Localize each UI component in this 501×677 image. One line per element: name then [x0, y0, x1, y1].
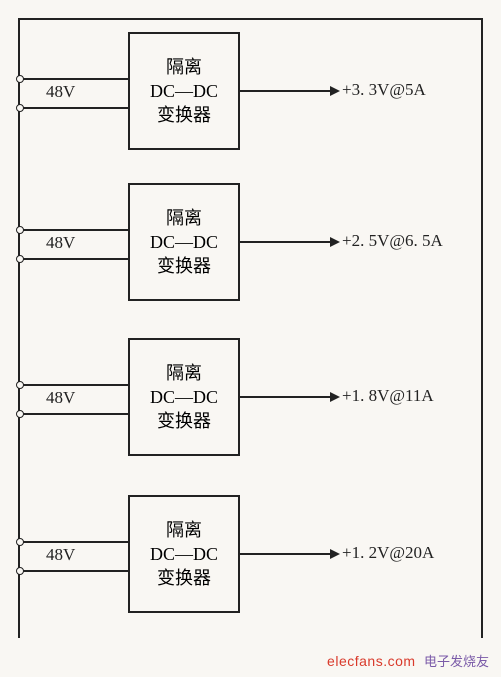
box-label-line: 隔离	[166, 518, 202, 542]
input-terminal-icon	[16, 538, 24, 546]
input-voltage-label: 48V	[46, 388, 75, 408]
box-label-line: DC—DC	[150, 230, 218, 254]
box-label-line: 变换器	[157, 103, 211, 127]
input-terminal-icon	[16, 410, 24, 418]
watermark: elecfans.com 电子发烧友	[327, 651, 489, 671]
arrow-right-icon	[330, 549, 340, 559]
output-spec-label: +1. 2V@20A	[342, 543, 434, 563]
box-label-line: DC—DC	[150, 385, 218, 409]
converter-box: 隔离DC—DC变换器	[128, 183, 240, 301]
input-voltage-label: 48V	[46, 82, 75, 102]
input-wire	[22, 258, 128, 260]
input-terminal-icon	[16, 226, 24, 234]
watermark-cn: 电子发烧友	[424, 654, 489, 669]
box-label-line: 变换器	[157, 566, 211, 590]
input-terminal-icon	[16, 381, 24, 389]
converter-row: 隔离DC—DC变换器 48V +1. 2V@20A	[20, 495, 481, 615]
output-wire	[240, 396, 332, 398]
output-wire	[240, 90, 332, 92]
box-label-line: 隔离	[166, 55, 202, 79]
input-wire	[22, 229, 128, 231]
box-label-line: DC—DC	[150, 79, 218, 103]
input-terminal-icon	[16, 567, 24, 575]
converter-box: 隔离DC—DC变换器	[128, 32, 240, 150]
watermark-site: elecfans.com	[327, 653, 415, 669]
box-label-line: 变换器	[157, 254, 211, 278]
output-spec-label: +2. 5V@6. 5A	[342, 231, 443, 251]
converter-box: 隔离DC—DC变换器	[128, 338, 240, 456]
input-wire	[22, 78, 128, 80]
input-wire	[22, 384, 128, 386]
input-terminal-icon	[16, 104, 24, 112]
output-wire	[240, 241, 332, 243]
output-wire	[240, 553, 332, 555]
box-label-line: DC—DC	[150, 542, 218, 566]
diagram-frame: 隔离DC—DC变换器48V+3. 3V@5A隔离DC—DC变换器48V+2. 5…	[18, 18, 483, 638]
output-spec-label: +1. 8V@11A	[342, 386, 434, 406]
input-wire	[22, 570, 128, 572]
input-terminal-icon	[16, 75, 24, 83]
box-label-line: 变换器	[157, 409, 211, 433]
box-label-line: 隔离	[166, 361, 202, 385]
arrow-right-icon	[330, 392, 340, 402]
input-voltage-label: 48V	[46, 545, 75, 565]
box-label-line: 隔离	[166, 206, 202, 230]
output-spec-label: +3. 3V@5A	[342, 80, 426, 100]
input-voltage-label: 48V	[46, 233, 75, 253]
converter-row: 隔离DC—DC变换器 48V +3. 3V@5A	[20, 32, 481, 152]
input-wire	[22, 413, 128, 415]
input-terminal-icon	[16, 255, 24, 263]
input-wire	[22, 541, 128, 543]
converter-row: 隔离DC—DC变换器 48V +2. 5V@6. 5A	[20, 183, 481, 303]
converter-row: 隔离DC—DC变换器 48V +1. 8V@11A	[20, 338, 481, 458]
input-wire	[22, 107, 128, 109]
arrow-right-icon	[330, 86, 340, 96]
converter-box: 隔离DC—DC变换器	[128, 495, 240, 613]
arrow-right-icon	[330, 237, 340, 247]
